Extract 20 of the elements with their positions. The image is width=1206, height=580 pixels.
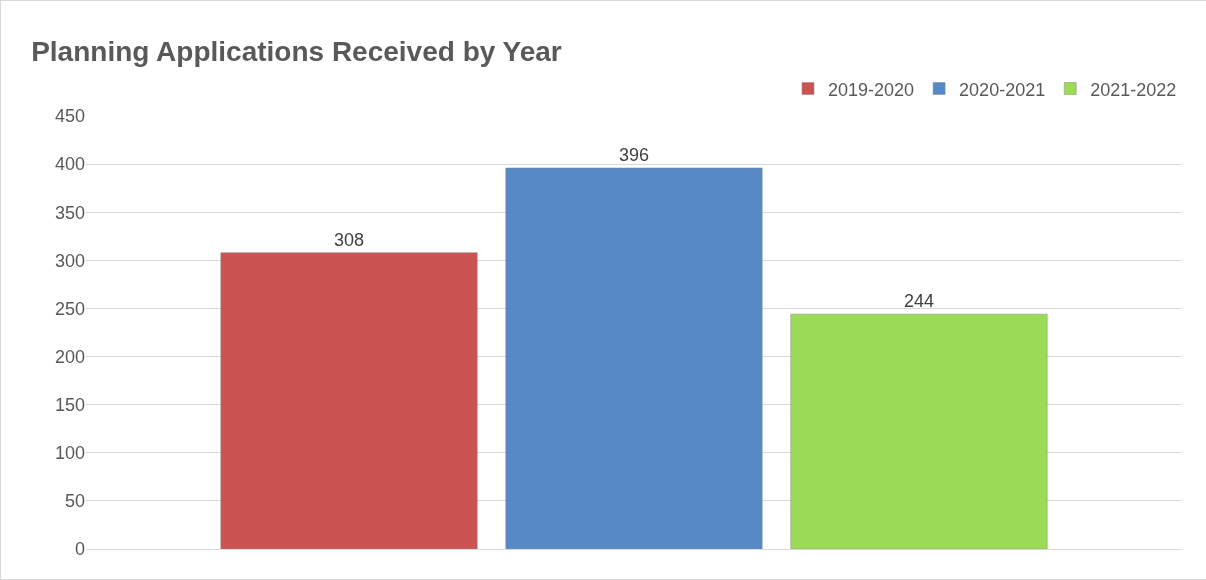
y-tick-label: 100: [54, 443, 85, 464]
y-tick-label: 50: [64, 491, 85, 512]
y-tick-label: 0: [74, 539, 85, 560]
y-tick-label: 400: [54, 154, 85, 175]
legend-label: 2020-2021: [959, 79, 1046, 100]
y-tick-label: 350: [54, 202, 85, 223]
data-label: 244: [903, 291, 934, 312]
data-label: 308: [334, 229, 365, 250]
legend-label: 2019-2020: [828, 79, 915, 100]
bar: [220, 252, 478, 549]
y-tick-label: 150: [54, 394, 85, 415]
legend-label: 2021-2022: [1090, 79, 1177, 100]
y-tick-label: 250: [54, 298, 85, 319]
bar: [790, 313, 1048, 549]
chart-title: Planning Applications Received by Year: [31, 36, 562, 68]
data-label: 396: [618, 144, 650, 165]
y-tick-label: 200: [54, 346, 85, 367]
bar: [505, 167, 763, 549]
y-tick-label: 450: [54, 106, 85, 127]
y-tick-label: 300: [54, 250, 85, 271]
